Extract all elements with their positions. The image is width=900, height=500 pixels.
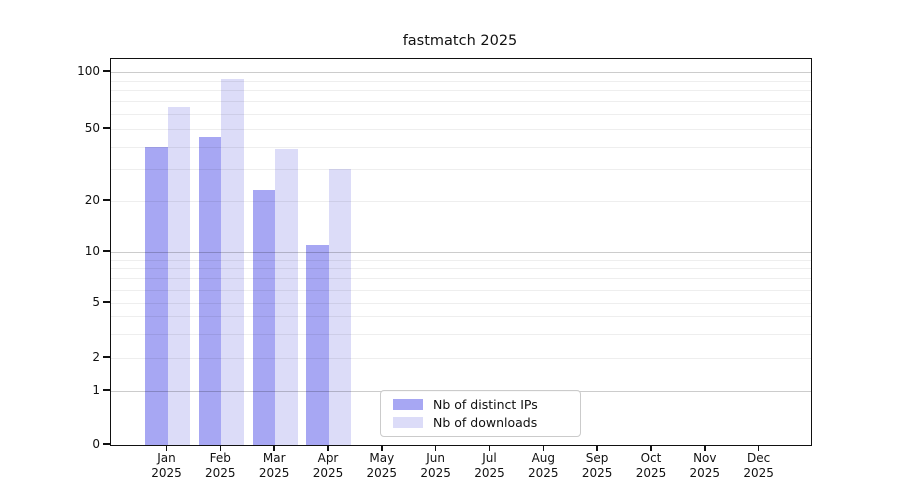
- legend-swatch-downloads: [393, 417, 423, 429]
- legend-swatch-distinct-ips: [393, 398, 423, 410]
- x-tick-label-feb: Feb 2025: [205, 451, 236, 480]
- y-tick-label-0: 0: [92, 437, 100, 451]
- x-tick-label-jun: Jun 2025: [420, 451, 451, 480]
- x-tick-mark: [650, 445, 652, 451]
- y-tick-label-100: 100: [77, 64, 100, 78]
- y-tick-label-10: 10: [84, 244, 100, 258]
- x-tick-mark: [434, 445, 437, 451]
- y-tick-mark: [103, 70, 110, 72]
- bar-distinct-ips-feb: [198, 137, 222, 445]
- x-tick-label-mar: Mar 2025: [258, 451, 290, 480]
- plot-area: [110, 58, 812, 446]
- y-tick-label-5: 5: [92, 295, 100, 309]
- x-tick-mark: [488, 445, 491, 451]
- bar-distinct-ips-mar: [252, 190, 276, 445]
- x-tick-mark: [596, 445, 598, 451]
- x-tick-mark: [704, 445, 706, 451]
- x-tick-label-aug: Aug 2025: [528, 451, 559, 480]
- x-tick-label-jul: Jul 2025: [474, 451, 505, 480]
- y-tick-mark: [103, 250, 110, 252]
- x-tick-mark: [165, 445, 168, 451]
- y-tick-label-1: 1: [92, 383, 100, 397]
- x-tick-mark: [327, 445, 329, 451]
- y-tick-mark: [103, 356, 110, 358]
- gridline-y-80: [111, 90, 811, 92]
- x-tick-mark: [273, 445, 275, 451]
- y-tick-mark: [103, 199, 110, 201]
- y-tick-label-50: 50: [84, 121, 100, 135]
- x-tick-mark: [219, 445, 222, 451]
- legend: Nb of distinct IPs Nb of downloads: [380, 390, 581, 437]
- bar-distinct-ips-apr: [306, 245, 329, 445]
- bar-downloads-mar: [275, 148, 298, 445]
- legend-label-downloads: Nb of downloads: [433, 415, 538, 431]
- y-tick-mark: [103, 301, 110, 303]
- legend-row-downloads: Nb of downloads: [381, 415, 580, 430]
- x-tick-label-jan: Jan 2025: [151, 451, 182, 480]
- gridline-y-50: [111, 129, 811, 130]
- legend-row-distinct-ips: Nb of distinct IPs: [381, 397, 580, 412]
- x-tick-label-may: May 2025: [366, 451, 398, 480]
- gridline-y-70: [111, 101, 811, 103]
- x-tick-mark: [381, 445, 383, 451]
- bar-downloads-feb: [221, 78, 244, 445]
- chart-title: fastmatch 2025: [402, 33, 518, 49]
- bar-downloads-apr: [328, 169, 352, 445]
- y-tick-mark: [103, 443, 110, 445]
- x-tick-mark: [542, 445, 545, 451]
- x-tick-label-apr: Apr 2025: [312, 451, 344, 480]
- x-tick-mark: [757, 445, 760, 451]
- y-tick-mark: [103, 127, 110, 129]
- gridline-y-60: [111, 114, 811, 115]
- bar-downloads-jan: [167, 107, 190, 445]
- x-tick-label-nov: Nov 2025: [689, 451, 721, 480]
- x-tick-label-dec: Dec 2025: [743, 451, 774, 480]
- x-tick-label-oct: Oct 2025: [635, 451, 667, 480]
- y-tick-label-20: 20: [84, 193, 100, 207]
- y-tick-label-2: 2: [92, 350, 100, 364]
- y-tick-mark: [103, 389, 110, 391]
- gridline-y-100: [111, 72, 811, 73]
- gridline-y-90: [111, 80, 811, 82]
- legend-label-distinct-ips: Nb of distinct IPs: [433, 396, 538, 412]
- x-tick-label-sep: Sep 2025: [581, 451, 613, 480]
- bar-distinct-ips-jan: [145, 146, 168, 445]
